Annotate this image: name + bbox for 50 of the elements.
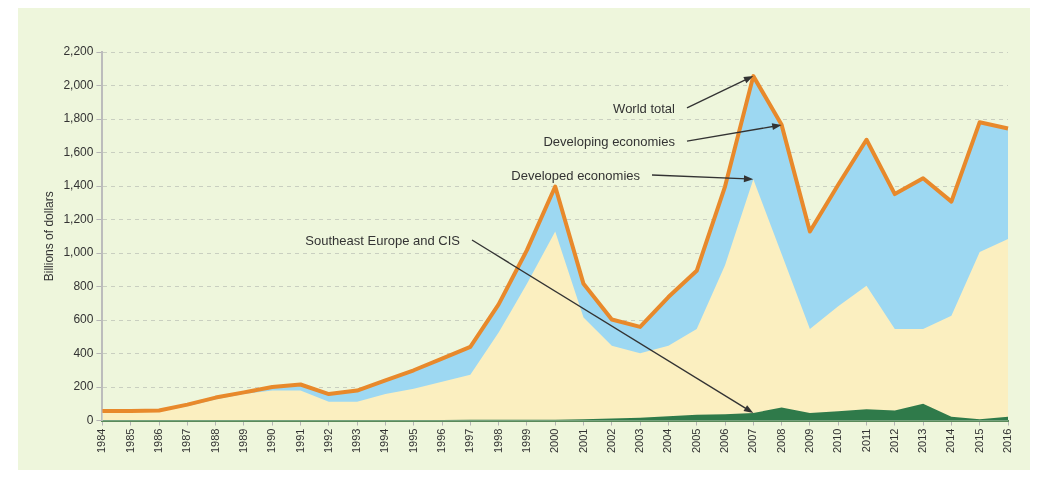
x-tick-label: 1992 (321, 428, 334, 454)
x-tick-label: 2013 (916, 428, 929, 454)
x-tick-label: 1998 (491, 428, 504, 454)
x-tick-label: 1987 (180, 428, 193, 454)
x-tick-label: 2000 (548, 428, 561, 454)
x-tick-label: 2009 (802, 428, 815, 454)
x-tick-label: 2014 (944, 428, 957, 454)
y-tick-label: 1,200 (63, 211, 94, 226)
y-tick-label: 600 (73, 312, 94, 327)
x-tick-label: 2007 (746, 428, 759, 454)
x-tick-label: 1989 (236, 428, 249, 454)
x-tick-label: 1990 (265, 428, 278, 454)
x-tick-label: 1986 (152, 428, 165, 454)
y-tick-label: 1,800 (63, 111, 94, 126)
x-tick-label: 2003 (633, 428, 646, 454)
x-tick-label: 1995 (406, 428, 419, 454)
x-tick-label: 2002 (604, 428, 617, 454)
y-tick-label: 400 (73, 345, 94, 360)
y-tick-label: 800 (73, 278, 94, 293)
x-tick-label: 1999 (519, 428, 532, 454)
annotation: World total (613, 100, 675, 116)
y-tick-label: 2,200 (63, 44, 94, 59)
y-tick-label: 0 (86, 412, 94, 427)
x-tick-label: 1991 (293, 428, 306, 454)
x-tick-label: 1984 (95, 428, 108, 454)
x-tick-label: 2011 (859, 428, 872, 453)
x-tick-label: 1997 (463, 428, 476, 454)
x-tick-label: 2015 (972, 428, 985, 454)
x-tick-label: 2016 (1001, 428, 1014, 454)
x-tick-label: 1993 (350, 428, 363, 454)
y-tick-label: 1,600 (63, 144, 94, 159)
annotation: Southeast Europe and CIS (305, 232, 460, 248)
y-tick-label: 2,000 (63, 77, 94, 92)
x-tick-label: 1996 (435, 428, 448, 454)
x-tick-label: 2005 (689, 428, 702, 454)
x-tick-label: 2004 (661, 428, 674, 454)
y-tick-label: 1,000 (63, 245, 94, 260)
y-axis-title: Billions of dollars (41, 191, 56, 282)
annotation: Developing economies (543, 133, 675, 149)
x-tick-label: 2012 (887, 428, 900, 454)
x-tick-label: 2001 (576, 428, 589, 454)
x-tick-label: 1994 (378, 428, 391, 454)
x-tick-label: 2006 (718, 428, 731, 454)
y-tick-label: 200 (73, 379, 94, 394)
x-tick-label: 2008 (774, 428, 787, 454)
x-tick-label: 2010 (831, 428, 844, 454)
x-tick-label: 1985 (123, 428, 136, 454)
annotation: Developed economies (511, 167, 640, 183)
x-tick-label: 1988 (208, 428, 221, 454)
y-tick-label: 1,400 (63, 178, 94, 193)
